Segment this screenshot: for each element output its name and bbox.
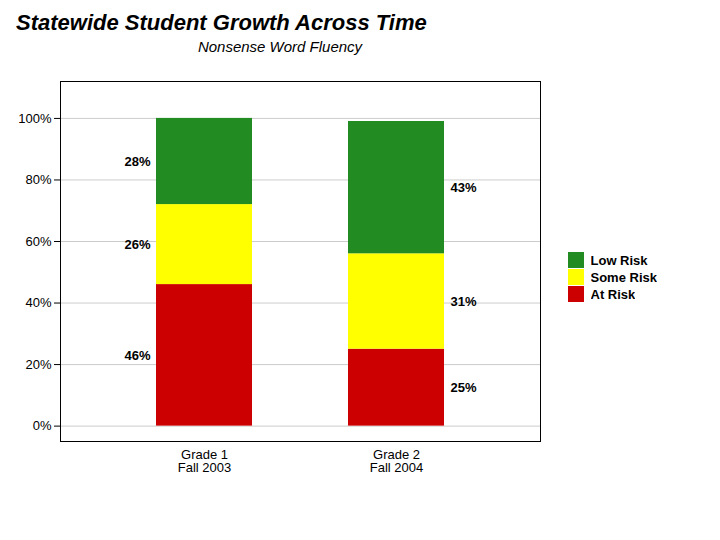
html-text:Low Risk: Low Risk: [590, 252, 648, 268]
svg-text:20%: 20%: [25, 357, 51, 372]
svg-text:46%: 46%: [124, 348, 150, 363]
svg-text:28%: 28%: [124, 154, 150, 169]
html-text:Nonsense Word Fluency: Nonsense Word Fluency: [197, 38, 363, 55]
svg-text:Grade 2Fall 2004: Grade 2Fall 2004: [370, 447, 423, 475]
svg-text:80%: 80%: [25, 172, 51, 187]
svg-text:0%: 0%: [33, 418, 52, 433]
svg-text:26%: 26%: [124, 237, 150, 252]
svg-text:25%: 25%: [451, 380, 477, 395]
svg-text:100%: 100%: [18, 111, 52, 126]
svg-text:31%: 31%: [451, 294, 477, 309]
svg-text:60%: 60%: [25, 234, 51, 249]
svg-text:40%: 40%: [25, 295, 51, 310]
svg-text:Grade 1Fall 2003: Grade 1Fall 2003: [178, 447, 231, 475]
html-text:Statewide Student Growth Acros: Statewide Student Growth Across Time: [16, 10, 427, 35]
html-text:At Risk: At Risk: [590, 286, 636, 302]
html-text:Some Risk: Some Risk: [590, 269, 657, 285]
svg-text:43%: 43%: [451, 180, 477, 195]
